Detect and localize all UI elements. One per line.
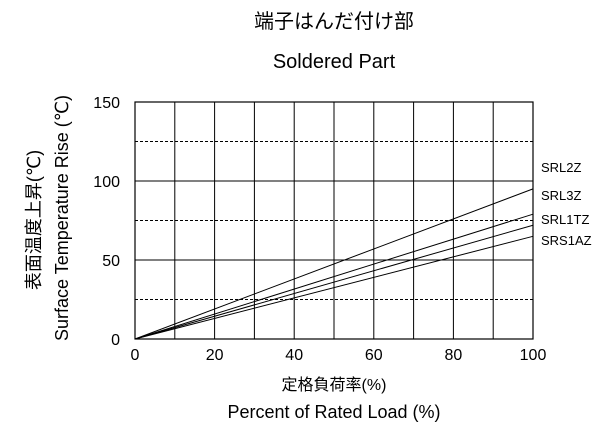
grid xyxy=(135,102,533,339)
chart-subtitle: Soldered Part xyxy=(273,51,396,73)
tick-labels: 0 20 40 60 80 100 0 50 100 150 xyxy=(93,95,546,364)
x-tick-label-60: 60 xyxy=(365,347,383,364)
y-tick-label-50: 50 xyxy=(102,253,120,270)
x-tick-label-40: 40 xyxy=(285,347,303,364)
y-tick-label-0: 0 xyxy=(111,332,120,349)
x-tick-label-80: 80 xyxy=(445,347,463,364)
x-tick-label-100: 100 xyxy=(520,347,547,364)
plot-frame xyxy=(134,101,534,340)
y-axis-label-jp: 表面温度上昇(℃) xyxy=(24,150,44,290)
plot-border xyxy=(134,101,534,340)
y-tick-label-150: 150 xyxy=(93,95,120,112)
x-axis-label-en: Percent of Rated Load (%) xyxy=(227,402,440,422)
series-label-srl1tz: SRL1TZ xyxy=(541,212,589,227)
x-tick-label-20: 20 xyxy=(206,347,224,364)
series-label-srl2z: SRL2Z xyxy=(541,160,582,175)
x-tick-label-0: 0 xyxy=(131,347,140,364)
series-line-srl1tz xyxy=(134,224,534,340)
series-line-srl3z xyxy=(134,213,534,340)
series-label-srl3z: SRL3Z xyxy=(541,188,582,203)
series-line-srl2z xyxy=(134,188,534,340)
series-label-srs1az: SRS1AZ xyxy=(541,233,592,248)
series-lines xyxy=(134,188,534,340)
x-axis-label-jp: 定格負荷率(%) xyxy=(282,376,387,394)
series-line-srs1az xyxy=(134,235,534,340)
y-axis-label-en: Surface Temperature Rise (℃) xyxy=(52,95,72,341)
series-labels: SRL2Z SRL3Z SRL1TZ SRS1AZ xyxy=(541,160,592,248)
chart-title: 端子はんだ付け部 xyxy=(254,10,414,33)
y-tick-label-100: 100 xyxy=(93,174,120,191)
